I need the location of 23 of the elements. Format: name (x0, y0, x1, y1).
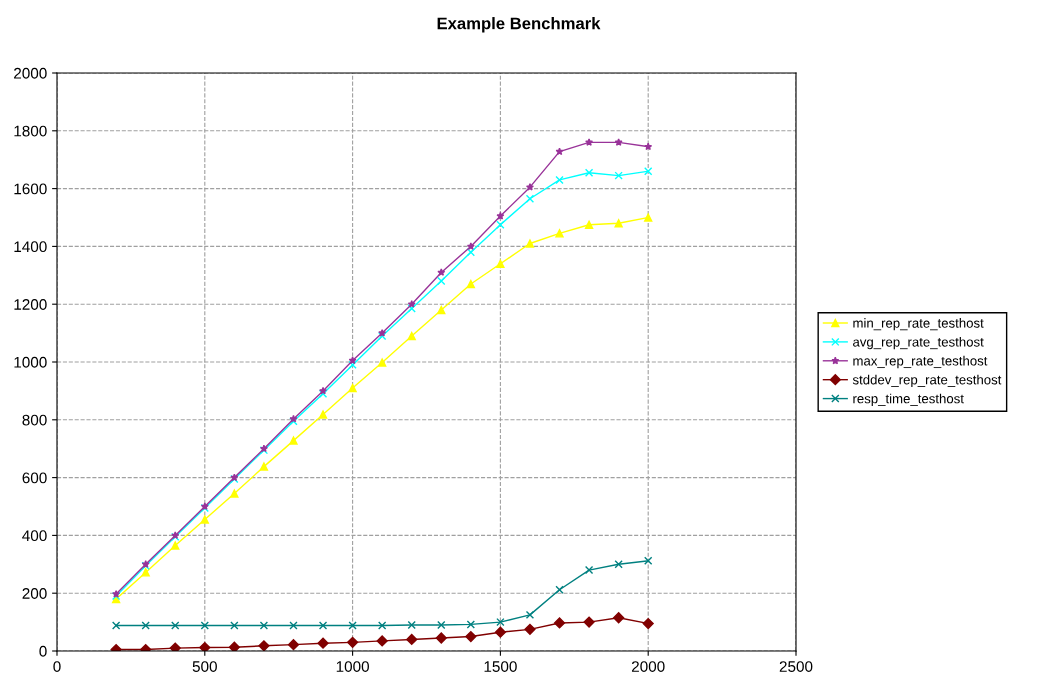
x-tick-label: 500 (192, 661, 217, 672)
y-tick-label: 0 (39, 645, 47, 657)
y-tick-label: 1000 (14, 356, 47, 368)
y-tick-label: 200 (22, 588, 47, 599)
legend-label: resp_time_testhost (853, 393, 964, 406)
y-tick-label: 1200 (14, 299, 47, 310)
chart-title: Example Benchmark (437, 17, 601, 33)
y-tick-label: 400 (22, 530, 47, 542)
y-tick-label: 1600 (14, 183, 47, 195)
x-tick-label: 2000 (631, 661, 665, 672)
y-tick-label: 2000 (14, 67, 47, 79)
y-tick-label: 600 (22, 472, 47, 484)
x-tick-label: 1500 (484, 661, 517, 672)
x-tick-label: 1000 (336, 661, 369, 672)
y-tick-label: 1800 (14, 125, 47, 137)
legend-label: avg_rep_rate_testhost (853, 336, 984, 350)
x-tick-label: 0 (53, 661, 61, 672)
x-tick-label: 2500 (779, 661, 813, 672)
legend-label: min_rep_rate_testhost (853, 318, 984, 331)
legend-label: max_rep_rate_testhost (853, 355, 988, 369)
legend-label: stddev_rep_rate_testhost (852, 374, 1002, 388)
y-tick-label: 800 (22, 414, 47, 426)
y-tick-label: 1400 (14, 241, 47, 253)
